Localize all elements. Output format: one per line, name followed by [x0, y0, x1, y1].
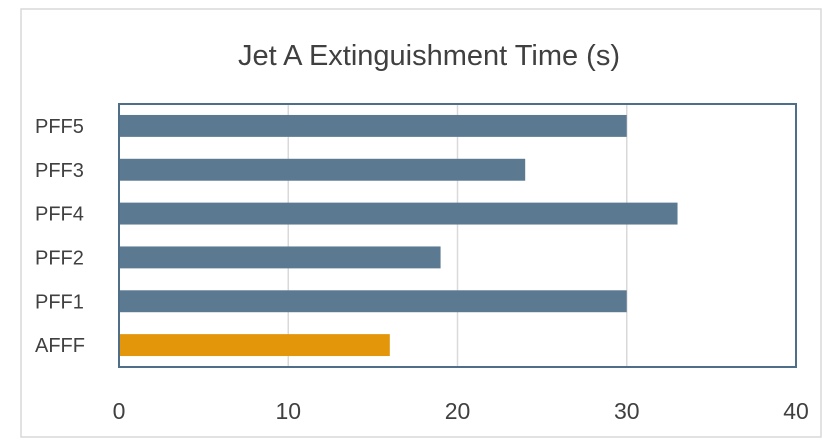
bar-pff3: [119, 158, 526, 181]
category-label: PFF1: [35, 291, 84, 313]
x-tick-label: 10: [275, 398, 301, 424]
bar-pff5: [119, 114, 627, 137]
chart-title: Jet A Extinguishment Time (s): [238, 40, 620, 72]
bar-pff1: [119, 290, 627, 313]
x-axis-tick-labels: 0 10 20 30 40: [113, 398, 809, 424]
bar-afff: [119, 334, 390, 357]
bars: [119, 114, 678, 357]
x-tick-label: 30: [614, 398, 640, 424]
category-label: PFF4: [35, 204, 84, 226]
plot-area-border: [118, 103, 797, 368]
category-labels: PFF5 PFF3 PFF4 PFF2 PFF1 AFFF: [35, 116, 85, 357]
x-tick-label: 0: [113, 398, 126, 424]
x-tick-label: 20: [445, 398, 471, 424]
x-tick-label: 40: [783, 398, 809, 424]
category-label: PFF3: [35, 160, 84, 182]
category-label: PFF5: [35, 116, 84, 138]
bar-pff2: [119, 246, 441, 269]
category-label: PFF2: [35, 247, 84, 269]
category-label: AFFF: [35, 335, 85, 357]
bar-pff4: [119, 202, 678, 225]
